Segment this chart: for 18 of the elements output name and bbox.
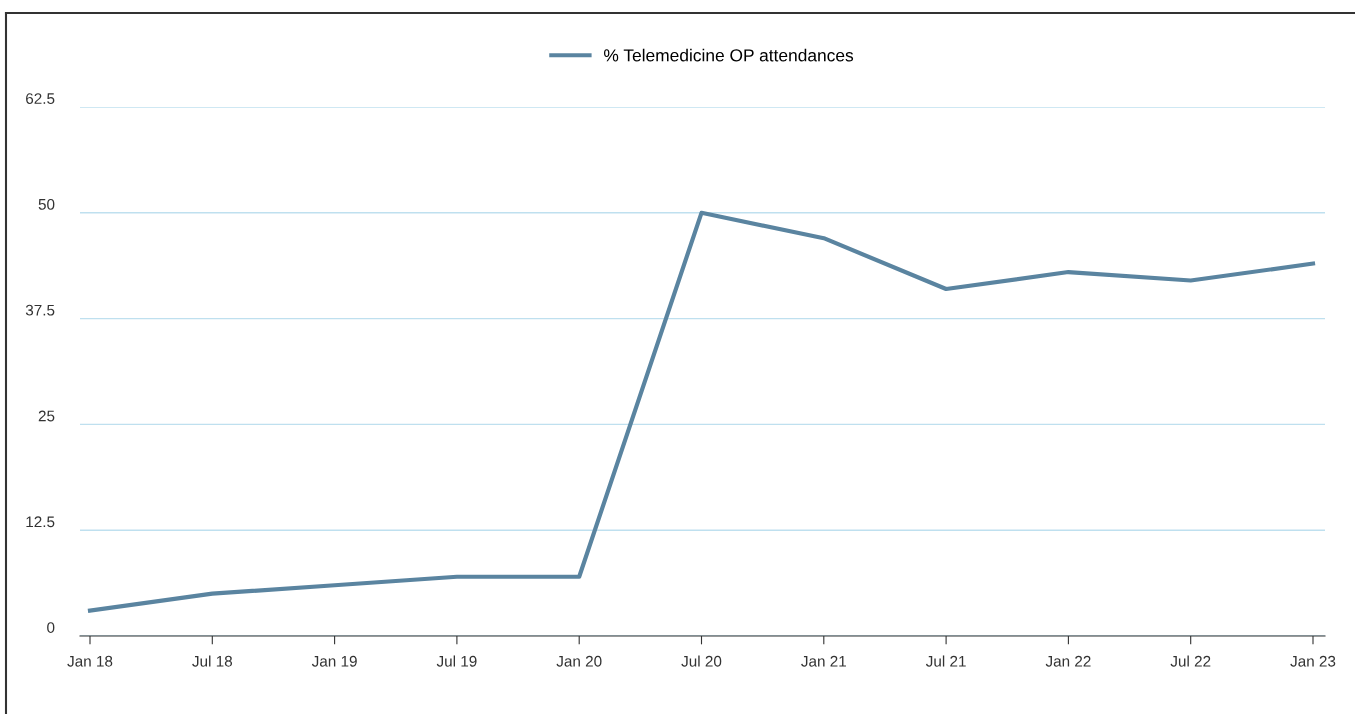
x-tick-label: Jul 21 (925, 655, 966, 667)
x-tick-label: Jul 20 (681, 655, 722, 667)
y-tick-label: 12.5 (26, 516, 55, 528)
x-tick-label: Jan 23 (1290, 655, 1336, 667)
x-tick-label: Jan 22 (1045, 655, 1091, 667)
x-tick-label: Jul 19 (436, 655, 477, 667)
x-tick-label: Jul 18 (192, 655, 233, 667)
legend-label: % Telemedicine OP attendances (604, 48, 854, 62)
y-tick-label: 50 (38, 198, 55, 210)
x-tick-label: Jul 22 (1170, 655, 1211, 667)
x-tick-label: Jan 20 (556, 655, 602, 667)
x-tick-label: Jan 18 (67, 655, 113, 667)
x-tick-label: Jan 21 (801, 655, 846, 667)
y-tick-label: 25 (38, 410, 55, 422)
x-tick-label: Jan 19 (311, 655, 357, 667)
y-tick-label: 37.5 (25, 304, 55, 316)
y-tick-label: 0 (47, 622, 55, 633)
y-tick-label: 62.5 (26, 93, 55, 104)
